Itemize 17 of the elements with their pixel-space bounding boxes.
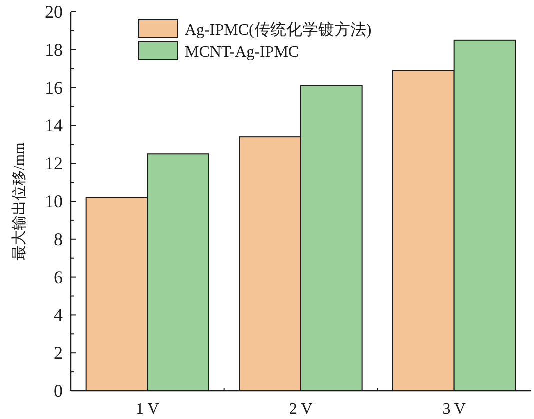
x-tick-label: 2 V [289, 401, 314, 418]
y-tick-label: 2 [54, 343, 63, 364]
y-tick-label: 16 [45, 78, 63, 98]
y-tick-label: 18 [45, 40, 63, 60]
y-axis-title: 最大输出位移/mm [11, 142, 28, 260]
x-tick-label: 1 V [136, 401, 160, 418]
y-tick-label: 8 [54, 229, 63, 250]
legend-label: MCNT-Ag-IPMC [185, 44, 300, 61]
legend-label: Ag-IPMC(传统化学镀方法) [185, 21, 372, 39]
y-tick-label: 10 [45, 192, 63, 212]
y-tick-label: 6 [54, 267, 63, 288]
y-tick-label: 0 [54, 381, 63, 401]
y-tick-label: 12 [45, 154, 63, 174]
y-tick-label: 4 [54, 305, 63, 326]
y-tick-label: 20 [45, 2, 63, 22]
y-tick-label: 14 [45, 116, 63, 136]
x-tick-label: 3 V [442, 401, 466, 418]
